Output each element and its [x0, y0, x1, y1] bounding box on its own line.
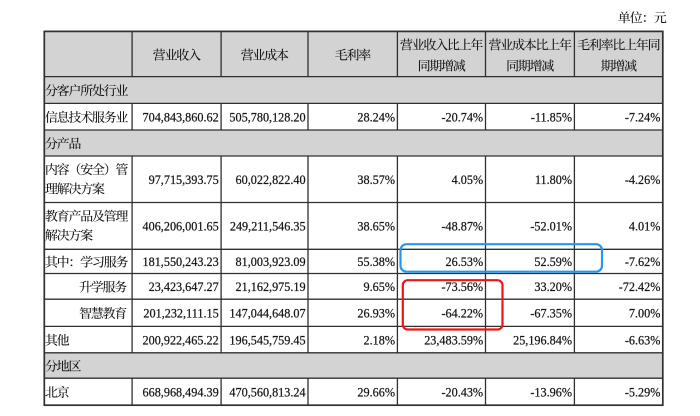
svg-text:201,232,111.15: 201,232,111.15: [143, 307, 218, 321]
svg-text:-20.74%: -20.74%: [441, 110, 483, 124]
svg-text:-13.96%: -13.96%: [530, 385, 572, 399]
svg-text:11.80%: 11.80%: [535, 173, 572, 187]
svg-text:25,196.84%: 25,196.84%: [513, 333, 572, 347]
svg-text:-11.85%: -11.85%: [531, 110, 572, 124]
svg-text:97,715,393.75: 97,715,393.75: [149, 173, 219, 187]
svg-text:-5.29%: -5.29%: [625, 385, 661, 399]
svg-text:-7.62%: -7.62%: [625, 255, 661, 269]
svg-text:200,922,465.22: 200,922,465.22: [143, 333, 219, 347]
svg-text:-4.26%: -4.26%: [625, 173, 661, 187]
svg-text:55.38%: 55.38%: [357, 255, 395, 269]
svg-text:470,560,813.24: 470,560,813.24: [229, 385, 305, 399]
svg-text:505,780,128.20: 505,780,128.20: [229, 110, 305, 124]
svg-text:-6.63%: -6.63%: [625, 333, 661, 347]
svg-text:-73.56%: -73.56%: [441, 280, 483, 294]
svg-text:4.05%: 4.05%: [452, 173, 483, 187]
svg-text:196,545,759.45: 196,545,759.45: [229, 333, 305, 347]
svg-text:38.65%: 38.65%: [357, 220, 395, 234]
svg-text:704,843,860.62: 704,843,860.62: [143, 110, 219, 124]
svg-text:26.53%: 26.53%: [446, 255, 484, 269]
svg-text:4.01%: 4.01%: [629, 220, 660, 234]
svg-text:-64.22%: -64.22%: [441, 307, 483, 321]
svg-text:-72.42%: -72.42%: [619, 280, 661, 294]
svg-text:26.93%: 26.93%: [357, 307, 395, 321]
svg-text:147,044,648.07: 147,044,648.07: [229, 307, 305, 321]
svg-text:-20.43%: -20.43%: [441, 385, 483, 399]
svg-text:38.57%: 38.57%: [357, 173, 395, 187]
svg-text:-52.01%: -52.01%: [530, 220, 572, 234]
svg-text:7.00%: 7.00%: [629, 307, 660, 321]
svg-text:23,483.59%: 23,483.59%: [424, 333, 483, 347]
svg-text:-7.24%: -7.24%: [625, 110, 661, 124]
svg-text:28.24%: 28.24%: [357, 110, 395, 124]
svg-text:668,968,494.39: 668,968,494.39: [143, 385, 219, 399]
svg-text:81,003,923.09: 81,003,923.09: [236, 255, 306, 269]
svg-text:29.66%: 29.66%: [357, 385, 395, 399]
svg-text:406,206,001.65: 406,206,001.65: [143, 220, 219, 234]
svg-text:2.18%: 2.18%: [364, 333, 395, 347]
svg-text:181,550,243.23: 181,550,243.23: [143, 255, 219, 269]
svg-text:-48.87%: -48.87%: [441, 220, 483, 234]
svg-text:-67.35%: -67.35%: [530, 307, 572, 321]
svg-text:9.65%: 9.65%: [364, 280, 395, 294]
svg-text:60,022,822.40: 60,022,822.40: [236, 173, 306, 187]
svg-text:23,423,647.27: 23,423,647.27: [149, 280, 219, 294]
svg-text:52.59%: 52.59%: [534, 255, 572, 269]
svg-text:249,211,546.35: 249,211,546.35: [230, 220, 306, 234]
svg-text:21,162,975.19: 21,162,975.19: [236, 280, 306, 294]
svg-text:33.20%: 33.20%: [534, 280, 572, 294]
